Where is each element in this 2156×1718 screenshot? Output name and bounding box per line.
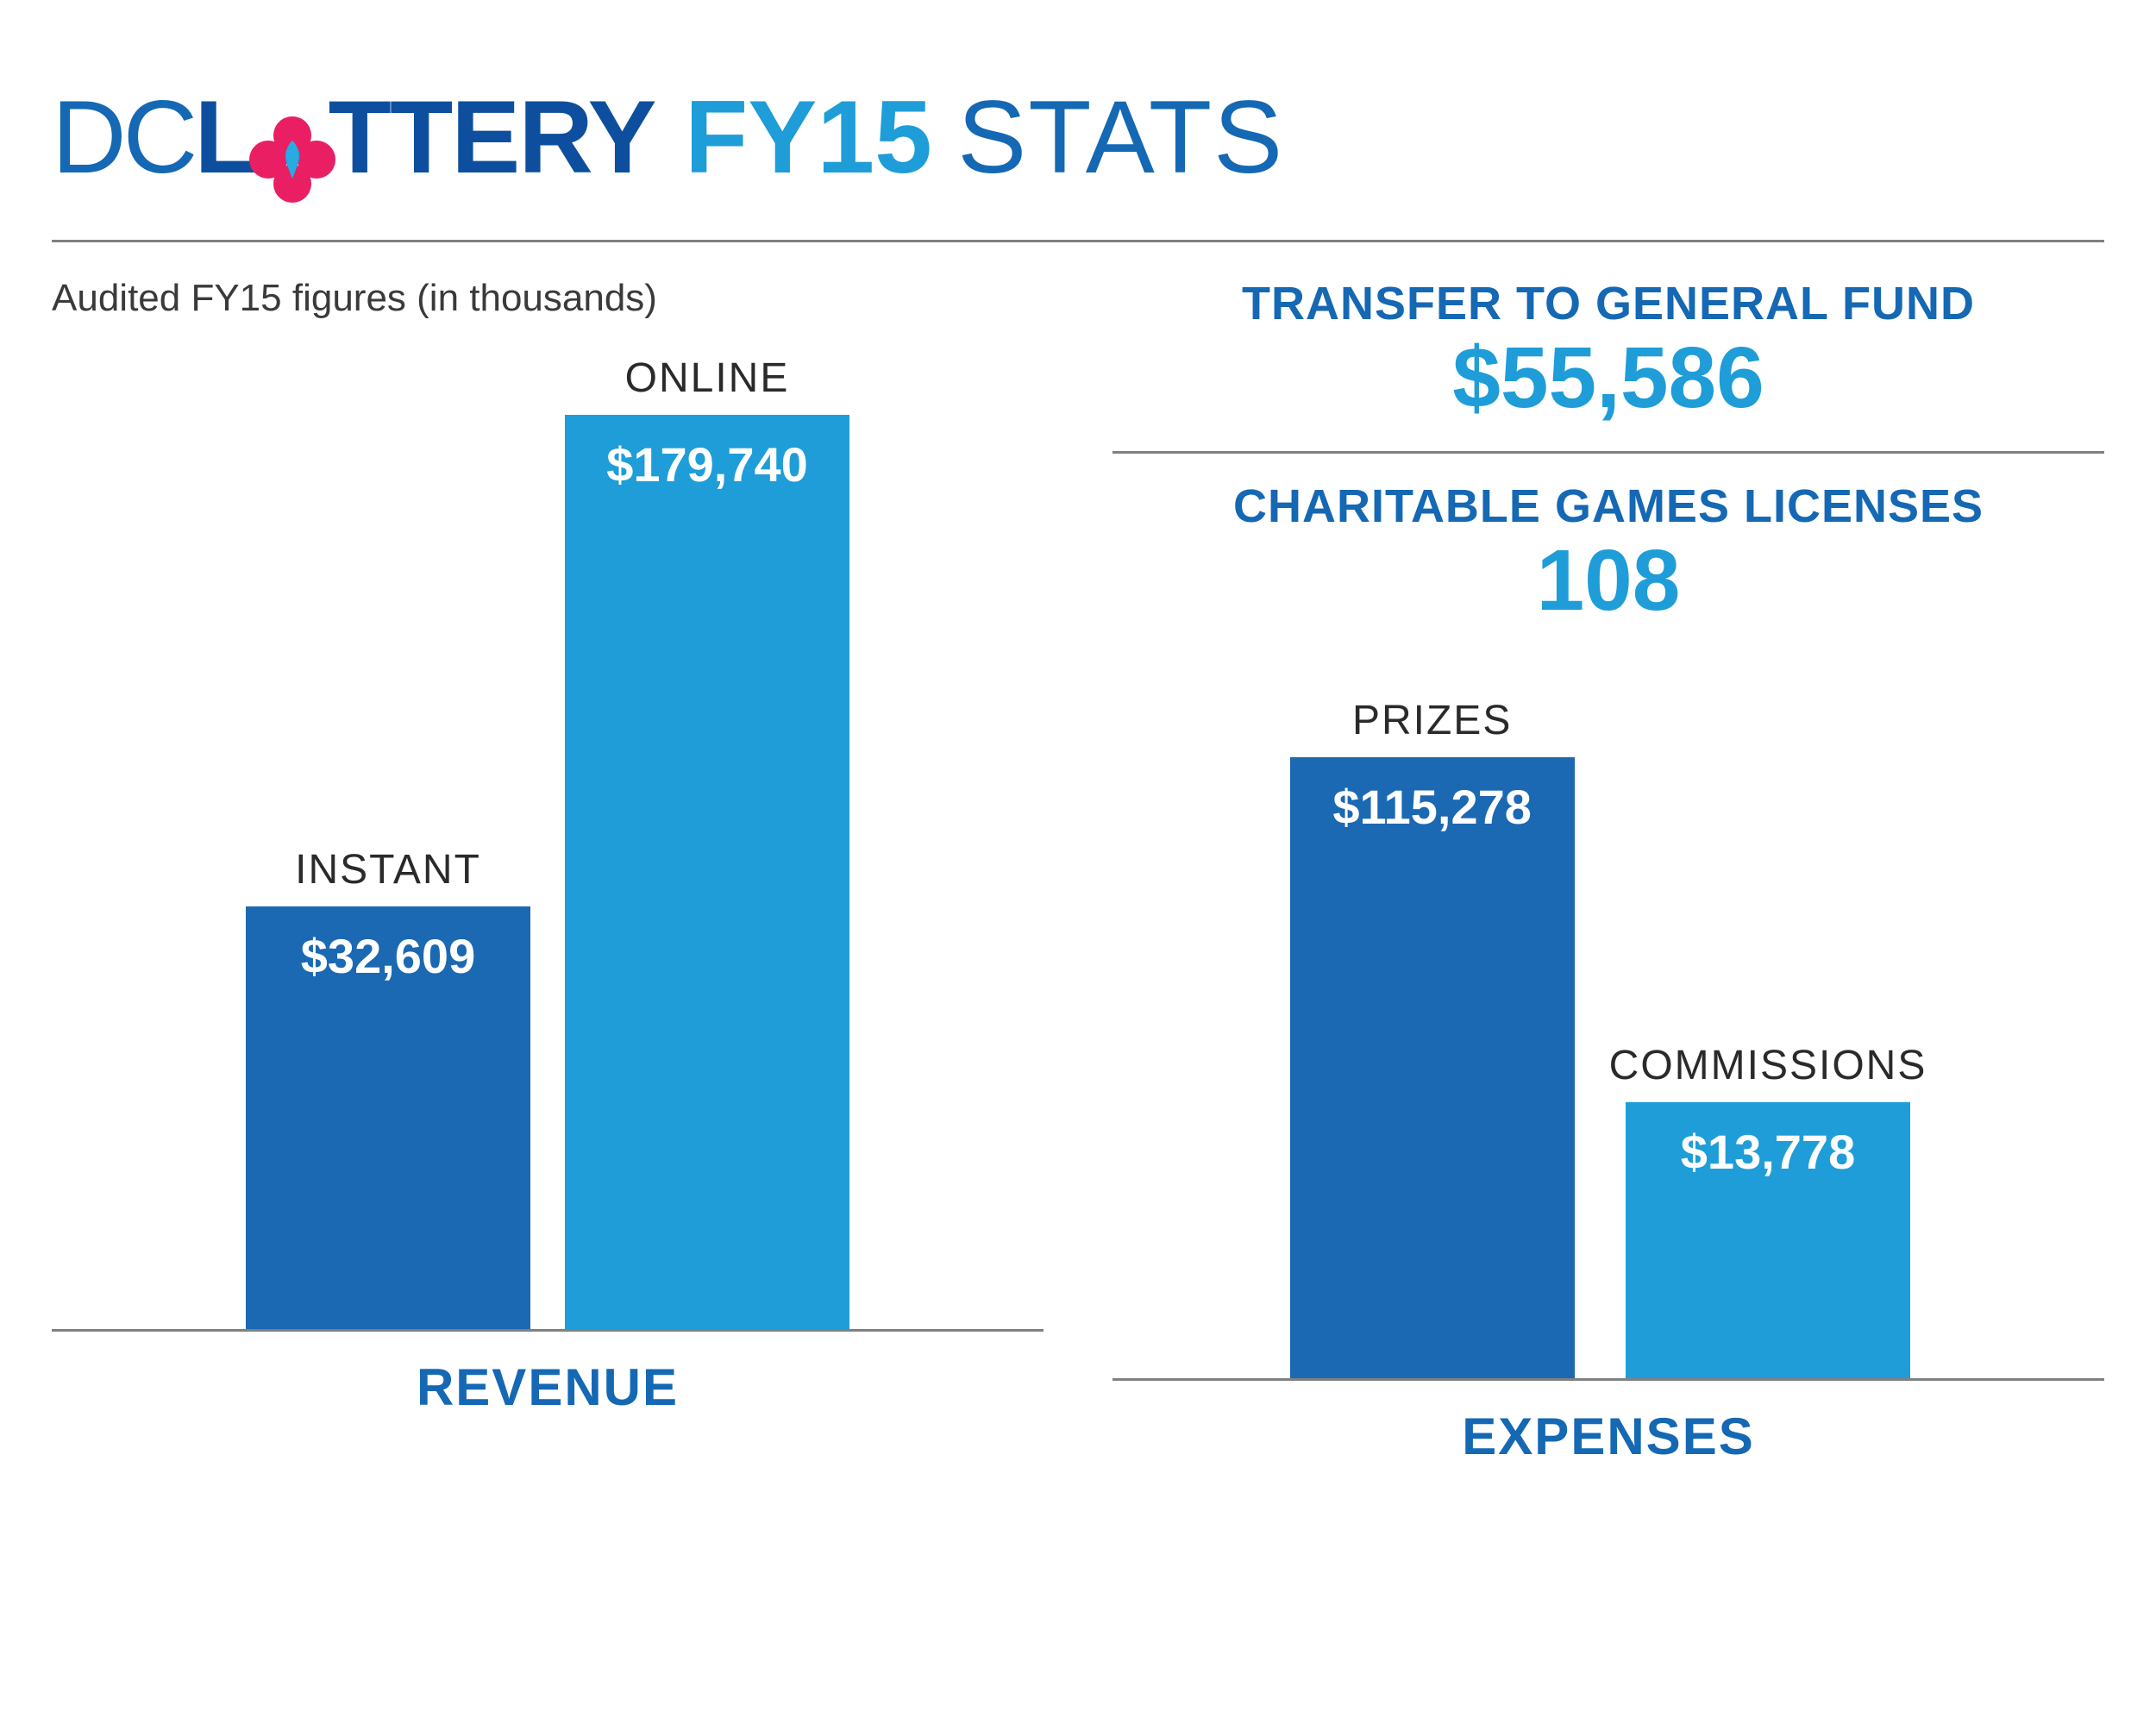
expenses-bars: PRIZES $115,278 COMMISSIONS $13,778 <box>1112 697 2104 1381</box>
transfer-block: TRANSFER TO GENERAL FUND $55,586 <box>1112 277 2104 454</box>
bar: $179,740 <box>565 415 849 1329</box>
logo: DCL TTERY FY15 STATS <box>52 78 1284 214</box>
revenue-chart-title: REVENUE <box>52 1357 1044 1417</box>
flower-icon <box>249 116 335 207</box>
licenses-label: CHARITABLE GAMES LICENSES <box>1112 480 2104 533</box>
bar-wrapper: COMMISSIONS $13,778 <box>1609 1042 1927 1378</box>
bar: $115,278 <box>1290 757 1575 1378</box>
content: Audited FY15 figures (in thousands) INST… <box>52 277 2104 1466</box>
bar-wrapper: INSTANT $32,609 <box>246 846 530 1329</box>
right-column: TRANSFER TO GENERAL FUND $55,586 CHARITA… <box>1112 277 2104 1466</box>
header: DCL TTERY FY15 STATS <box>52 78 2104 242</box>
logo-stats: STATS <box>957 79 1284 195</box>
bar-label: COMMISSIONS <box>1609 1042 1927 1089</box>
bar-value: $179,740 <box>606 436 808 492</box>
bar-value: $32,609 <box>301 928 475 984</box>
bar-label: INSTANT <box>295 846 481 893</box>
bar-value: $115,278 <box>1332 779 1531 835</box>
bar-label: ONLINE <box>625 354 790 402</box>
bar: $13,778 <box>1626 1102 1910 1378</box>
bar-value: $13,778 <box>1681 1124 1855 1180</box>
expenses-chart: PRIZES $115,278 COMMISSIONS $13,778 EXPENSE… <box>1112 697 2104 1466</box>
left-column: Audited FY15 figures (in thousands) INST… <box>52 277 1044 1466</box>
licenses-block: CHARITABLE GAMES LICENSES 108 <box>1112 480 2104 654</box>
expenses-chart-title: EXPENSES <box>1112 1407 2104 1466</box>
bar-label: PRIZES <box>1352 697 1512 744</box>
bar-wrapper: PRIZES $115,278 <box>1290 697 1575 1378</box>
revenue-chart: INSTANT $32,609 ONLINE $179,740 REVENUE <box>52 354 1044 1417</box>
bar: $32,609 <box>246 906 530 1329</box>
subtitle: Audited FY15 figures (in thousands) <box>52 277 1044 320</box>
bar-wrapper: ONLINE $179,740 <box>565 354 849 1329</box>
logo-dc: DC <box>52 79 194 195</box>
transfer-label: TRANSFER TO GENERAL FUND <box>1112 277 2104 330</box>
logo-fy15: FY15 <box>685 79 932 195</box>
licenses-value: 108 <box>1112 533 2104 628</box>
transfer-value: $55,586 <box>1112 330 2104 425</box>
revenue-bars: INSTANT $32,609 ONLINE $179,740 <box>52 354 1044 1332</box>
logo-ttery: TTERY <box>329 79 655 195</box>
logo-l: L <box>194 79 255 195</box>
